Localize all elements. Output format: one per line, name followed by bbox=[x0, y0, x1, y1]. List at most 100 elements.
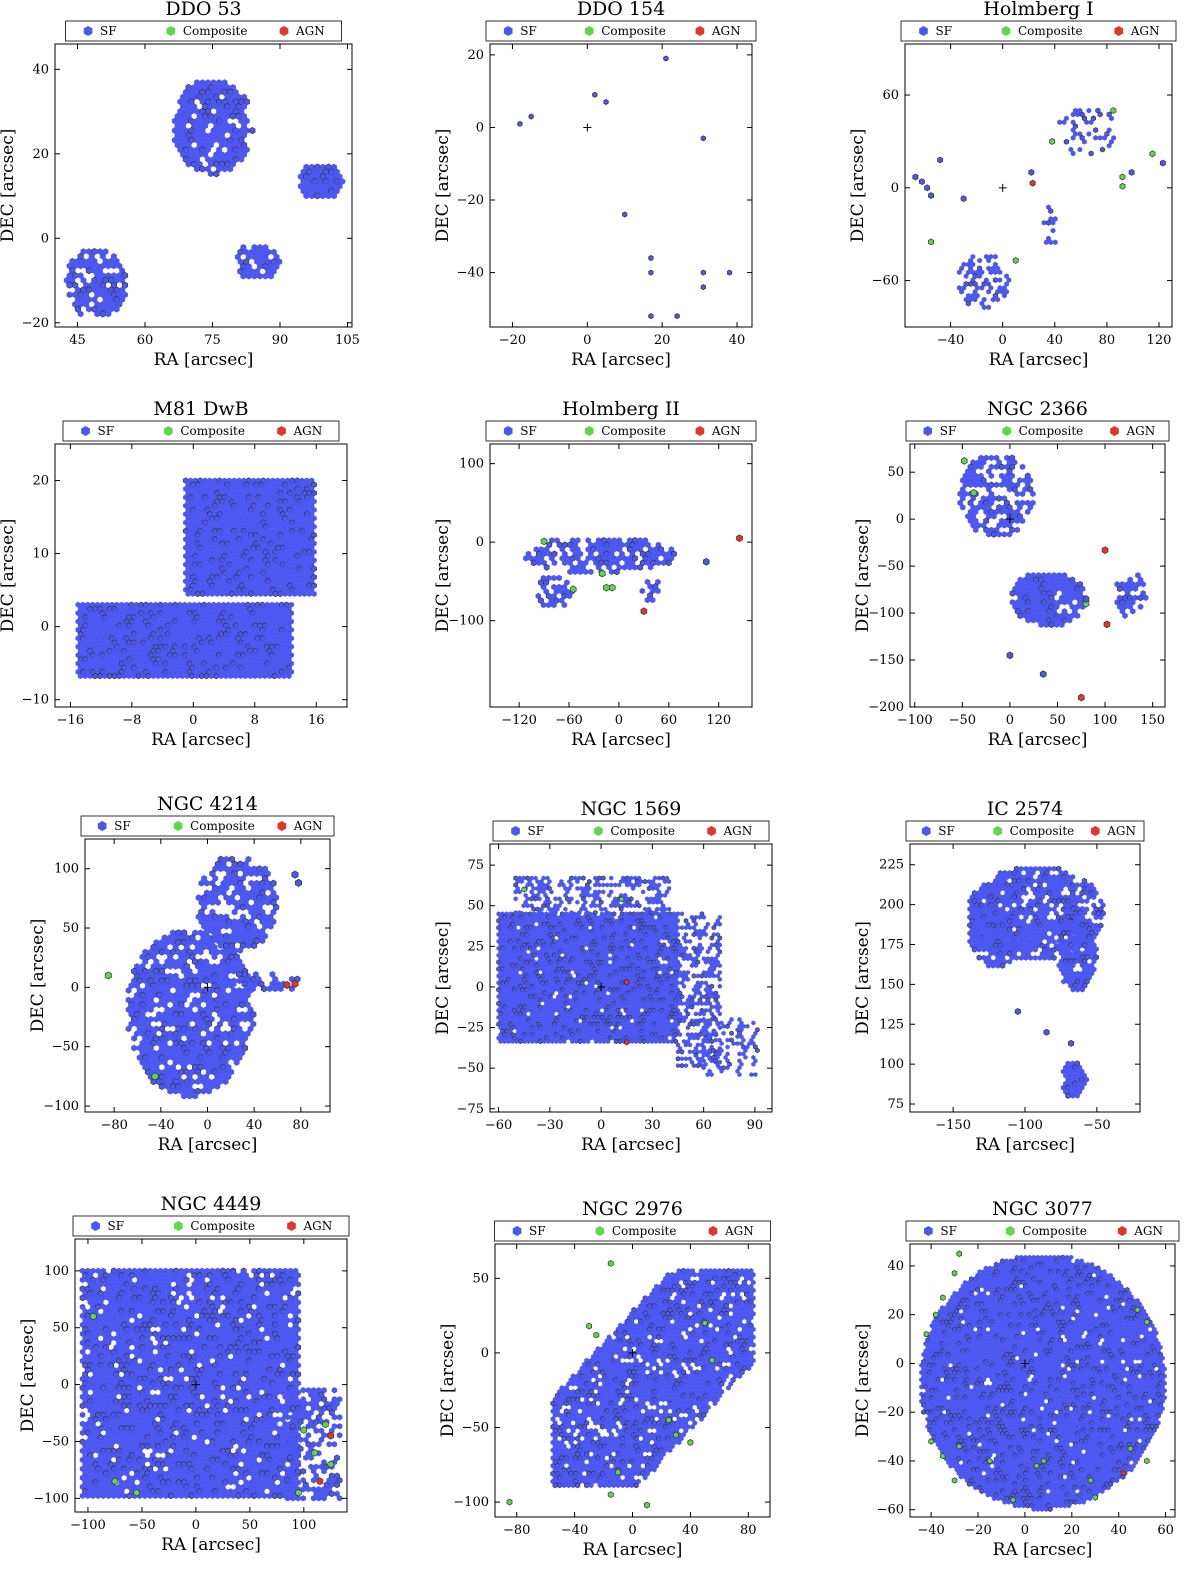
hex-bin-sf bbox=[588, 568, 594, 576]
legend-label-sf: SF bbox=[114, 819, 131, 833]
y-tick-label: 0 bbox=[476, 535, 484, 550]
hex-bin-sf bbox=[1077, 146, 1083, 153]
hex-bin-sf bbox=[1009, 589, 1016, 597]
hex-bin-sf bbox=[1074, 612, 1081, 619]
hex-bin-sf bbox=[1084, 119, 1090, 126]
legend-label-sf: SF bbox=[98, 424, 115, 438]
hex-bin-sf bbox=[238, 590, 244, 597]
plot-frame bbox=[489, 443, 753, 708]
hex-bin-sf bbox=[1122, 612, 1128, 619]
hex-bin-sf bbox=[301, 590, 308, 597]
spaxel-agn bbox=[283, 980, 291, 990]
hex-bin-sf bbox=[243, 590, 249, 597]
hex-bin-sf bbox=[198, 879, 205, 887]
legend-label-sf: SF bbox=[936, 24, 953, 38]
y-axis-label: DEC [arcsec] bbox=[0, 519, 18, 633]
legend: SF Composite AGN bbox=[65, 20, 342, 42]
hex-bin-sf bbox=[998, 481, 1005, 489]
hex-bin-sf bbox=[77, 673, 84, 680]
hex-bin-sf bbox=[1093, 135, 1099, 141]
legend-marker-sf bbox=[919, 26, 928, 36]
spaxel-sf bbox=[295, 878, 302, 887]
hex-bin-sf bbox=[236, 977, 243, 985]
y-tick-label: −10 bbox=[22, 693, 49, 708]
hex-bin-sf bbox=[978, 463, 984, 471]
hex-bin-sf bbox=[1001, 292, 1007, 299]
hex-bin-sf bbox=[1045, 219, 1052, 226]
hex-bin-sf bbox=[996, 531, 1002, 538]
hex-bin-sf bbox=[247, 673, 253, 680]
hex-bin-sf bbox=[110, 262, 117, 270]
hex-bin-sf bbox=[140, 673, 147, 680]
hex-bin-sf bbox=[990, 296, 996, 303]
legend-marker-composite bbox=[1002, 426, 1012, 436]
hex-bin-sf bbox=[97, 672, 103, 680]
hex-bin-sf bbox=[194, 1078, 201, 1085]
spaxel-composite bbox=[540, 537, 548, 546]
legend-marker-agn bbox=[277, 426, 286, 436]
spaxel-composite bbox=[1119, 173, 1126, 181]
hex-bin-sf bbox=[179, 673, 185, 680]
hex-bin-sf bbox=[287, 590, 293, 597]
y-axis-label: DEC [arcsec] bbox=[433, 519, 453, 633]
hex-bin-sf bbox=[197, 948, 204, 956]
hex-bin-sf bbox=[1017, 612, 1024, 620]
legend-marker-sf bbox=[923, 426, 933, 436]
hex-bin-sf bbox=[181, 1092, 187, 1100]
hex-bin-sf bbox=[277, 590, 283, 598]
legend-marker-composite bbox=[584, 426, 594, 436]
hex-bin-sf bbox=[1070, 111, 1076, 118]
legend-marker-composite bbox=[164, 426, 173, 436]
hex-bin-sf bbox=[244, 985, 251, 993]
legend-marker-agn bbox=[695, 426, 705, 436]
panel-title: NGC 1569 bbox=[581, 798, 682, 820]
hex-bin-sf bbox=[632, 564, 638, 571]
x-axis-label: RA [arcsec] bbox=[151, 730, 251, 750]
hex-bin-sf bbox=[230, 980, 237, 988]
y-tick-label: 0 bbox=[476, 120, 484, 135]
legend: SF Composite AGN bbox=[80, 815, 335, 837]
legend-label-agn: AGN bbox=[711, 24, 741, 38]
hex-bin-sf bbox=[996, 495, 1003, 502]
hex-bin-sf bbox=[195, 590, 201, 598]
hex-bin-sf bbox=[253, 870, 260, 878]
y-tick-label: −100 bbox=[868, 606, 904, 621]
spaxel-sf bbox=[1028, 168, 1035, 176]
hex-bin-sf bbox=[251, 272, 258, 280]
legend-box bbox=[900, 20, 1177, 42]
x-tick-label: −20 bbox=[499, 333, 526, 348]
hex-bin-sf bbox=[543, 564, 550, 571]
hex-bin-sf bbox=[105, 262, 112, 270]
y-axis-label: DEC [arcsec] bbox=[848, 129, 868, 243]
hex-bin-sf bbox=[572, 568, 578, 576]
panel-title: Holmberg I bbox=[983, 0, 1093, 20]
spaxel-composite bbox=[569, 585, 577, 594]
hex-bin-sf bbox=[267, 673, 273, 680]
hex-bin-sf bbox=[956, 269, 962, 276]
hex-bin-sf bbox=[1057, 119, 1063, 126]
hex-bin-sf bbox=[199, 165, 206, 173]
hex-bin-sf bbox=[266, 985, 273, 993]
y-tick-label: 10 bbox=[32, 547, 49, 562]
hex-bin-sf bbox=[965, 300, 971, 307]
hex-bin-sf bbox=[655, 587, 661, 595]
hex-bin-sf bbox=[228, 590, 235, 598]
spaxel-sf bbox=[924, 184, 931, 192]
hex-bin-sf bbox=[973, 526, 979, 534]
hex-bin-sf bbox=[253, 590, 259, 597]
legend-label-agn: AGN bbox=[293, 424, 323, 438]
hex-bin-sf bbox=[249, 127, 256, 135]
hex-bin-sf bbox=[1066, 617, 1073, 624]
hex-bin-sf bbox=[973, 481, 979, 489]
plot-frame bbox=[909, 443, 1166, 708]
hex-bin-sf bbox=[582, 568, 589, 576]
hex-bin-sf bbox=[963, 273, 969, 279]
hex-bin-sf bbox=[1070, 150, 1076, 157]
hex-bin-sf bbox=[250, 985, 256, 993]
hex-bin-sf bbox=[167, 1020, 174, 1028]
x-tick-label: 50 bbox=[1049, 713, 1066, 728]
legend-marker-agn bbox=[279, 26, 289, 36]
hex-bin-sf bbox=[567, 568, 573, 576]
